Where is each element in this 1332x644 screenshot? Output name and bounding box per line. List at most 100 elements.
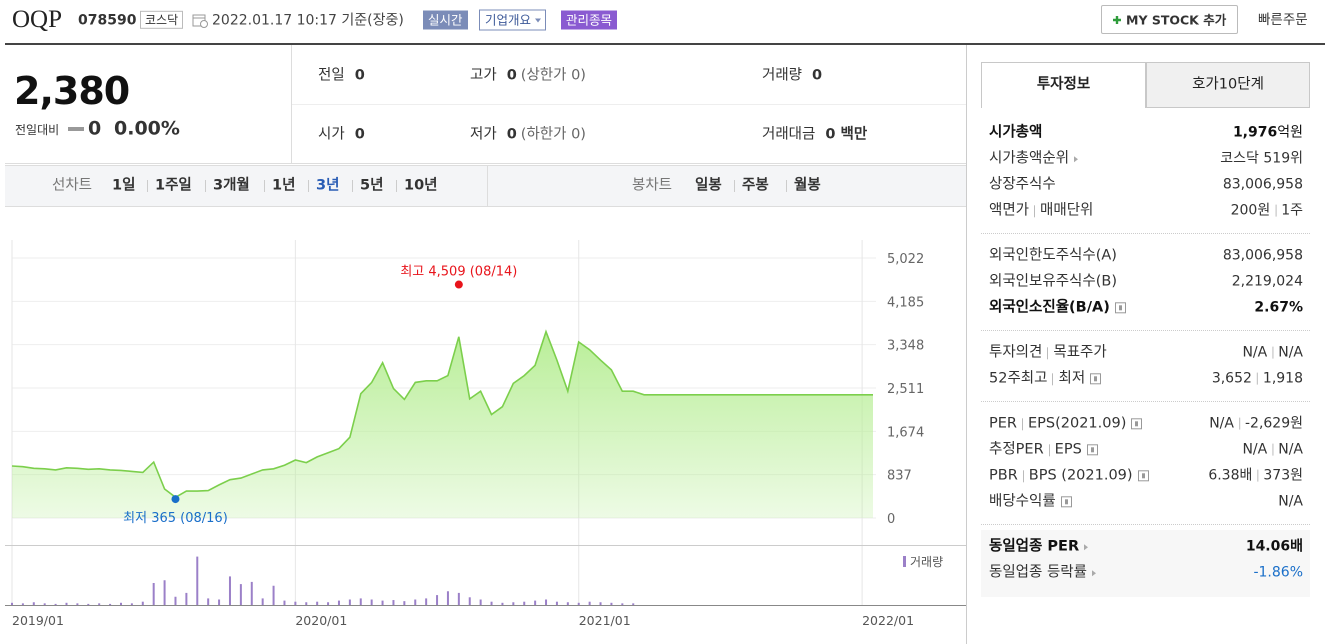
info-label: 외국인소진율(B/A) [989,299,1126,316]
volume-bar [632,603,635,605]
value: 1,976 [1232,124,1278,141]
volume-bar [359,598,362,605]
tab-separator [352,180,353,192]
info-value: 200원 1주 [1231,203,1303,220]
extreme-point [454,280,463,289]
arrow-icon [1084,543,1089,550]
my-stock-button[interactable] [1101,5,1238,34]
my-stock-button-label[interactable]: MY STOCK 추가 [1126,12,1227,28]
volume-bar [54,603,57,605]
quote-row-divider [292,104,966,105]
volume-bar [272,585,275,605]
volume-bar [348,599,351,605]
period-tab[interactable]: 5년 [360,177,384,194]
volume-bar [87,603,90,605]
separator [1257,469,1259,482]
side-tab[interactable] [981,62,1146,108]
volume-bar [32,602,35,605]
period-tab[interactable]: 1년 [272,177,296,194]
volume-bar [512,602,515,605]
quote-value: 0 백만 [825,126,868,143]
extreme-label: 최고 4,509 (08/14) [400,265,517,280]
label: 투자의견 [989,344,1043,361]
quote-value: 0 [354,126,365,143]
price-line [11,329,873,499]
period-tab[interactable]: 1주일 [155,177,192,194]
volume-bar [457,592,460,605]
tab-separator [396,180,397,192]
quote-cell: 저가 0 (하한가 0) [470,126,586,143]
volume-bar [228,576,231,605]
value: N/A [1278,493,1303,510]
price: 2,380 [14,69,130,114]
candle-tab[interactable]: 일봉 [695,177,722,194]
volume-bar [152,583,155,605]
period-tab[interactable]: 3년 [316,177,340,194]
value: -1.86% [1253,564,1303,581]
header-badge[interactable]: 실시간 [423,10,468,30]
label: PER [989,415,1017,432]
volume-bar [545,599,548,605]
info-label: 외국인보유주식수(B) [989,273,1117,290]
tab-separator [264,180,265,192]
label: EPS [1054,441,1082,458]
quote-cell: 거래량 0 [762,67,822,84]
volume-bar [479,599,482,605]
info-value: 83,006,958 [1223,177,1303,194]
info-value: 코스닥 519위 [1220,151,1303,168]
volume-bar [207,598,210,605]
y-tick-label: 5,022 [887,252,924,267]
label: 상장주식수 [989,176,1056,193]
quote-value: 0 [812,67,823,84]
period-tab[interactable]: 1일 [112,177,136,194]
separator [1256,372,1258,385]
volume-bar [468,597,471,605]
label: PBR [989,467,1018,484]
volume-bar [588,601,591,605]
period-tab[interactable]: 10년 [404,177,438,194]
section-divider [981,233,1310,234]
market-badge: 코스닥 [140,10,184,30]
x-tick-label: 2019/01 [12,613,64,628]
value: 14.06배 [1245,538,1303,555]
chart-tab-bar [5,165,966,207]
quote-value: 0 [506,126,517,143]
volume-bar [414,599,417,605]
label: 배당수익률 [989,493,1056,510]
info-value: 2,219,024 [1232,274,1303,291]
side-tab[interactable] [1146,62,1310,108]
arrow-icon [1092,569,1096,576]
value: N/A [1278,441,1303,458]
value: N/A [1278,344,1303,361]
volume-bar [621,603,624,605]
x-tick-label: 2022/01 [862,613,914,628]
side-tab-label[interactable]: 호가10단계 [1192,76,1264,93]
side-tab-label[interactable]: 투자정보 [1036,76,1091,93]
quote-label: 거래량 [762,67,803,84]
header-badge[interactable]: 관리종목 [561,10,618,30]
value: 83,006,958 [1222,176,1303,193]
quick-order[interactable]: 빠른주문 [1258,11,1308,28]
candle-tab[interactable]: 주봉 [742,177,769,194]
volume-bar [109,603,112,605]
quote-label: 저가 [470,126,497,143]
info-label: PER EPS(2021.09) [989,415,1143,432]
info-label: 시가총액 [989,124,1042,141]
info-value: 1,976 억원 [1233,125,1303,142]
volume-bar [555,601,558,605]
volume-bar [610,602,613,605]
separator [1272,443,1274,456]
value: 2.67% [1254,299,1303,316]
quote-value: 0 [354,67,365,84]
line-chart-label: 선차트 [52,177,93,194]
period-tab[interactable]: 3개월 [213,177,250,194]
sector-section [981,530,1310,597]
chart: 0 837 1,674 2,511 3,348 4,185 5,022 2019/01 2020… [5,240,966,628]
label: 동일업종 PER [989,538,1080,555]
legend-label: 거래량 [910,555,943,569]
candle-tab[interactable]: 월봉 [794,177,821,194]
extreme-point [171,495,180,504]
header-badge[interactable]: 기업개요 [479,9,547,31]
value: N/A [1242,441,1268,458]
